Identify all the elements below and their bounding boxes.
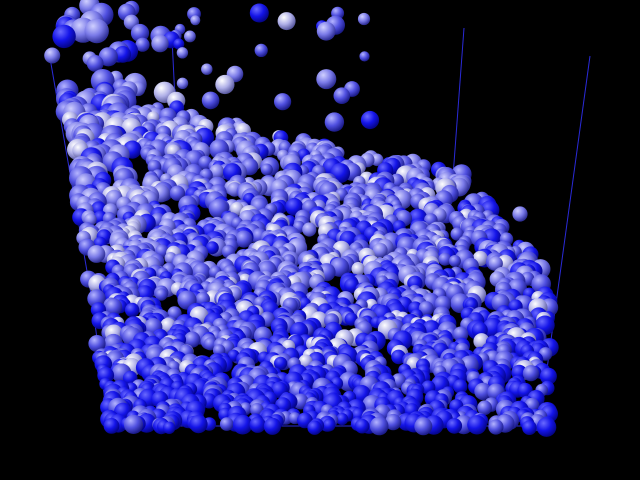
- particle: [274, 356, 288, 370]
- particle: [302, 222, 317, 237]
- container-edge-inner-right: [451, 27, 465, 191]
- particle: [84, 18, 109, 44]
- particle: [249, 3, 269, 23]
- particle: [539, 367, 557, 385]
- particle: [114, 46, 132, 63]
- particle: [277, 12, 296, 31]
- particle: [446, 418, 463, 434]
- particle: [44, 47, 61, 64]
- particle: [274, 93, 292, 111]
- particle: [333, 87, 351, 104]
- particle: [357, 12, 371, 26]
- particle: [512, 206, 528, 222]
- particle: [372, 242, 388, 258]
- particle: [201, 63, 213, 75]
- particle: [87, 245, 106, 263]
- particle: [438, 252, 452, 266]
- particle: [232, 414, 253, 435]
- particle: [135, 37, 150, 52]
- particle: [488, 256, 503, 271]
- particle: [209, 164, 225, 180]
- particle-cloud: [44, 0, 559, 437]
- particle: [344, 312, 358, 326]
- particle: [292, 393, 309, 410]
- particle: [351, 263, 365, 276]
- particle: [124, 302, 140, 318]
- particle: [169, 185, 186, 201]
- particle: [307, 420, 322, 435]
- particle: [215, 74, 235, 95]
- particle: [336, 413, 349, 426]
- particle: [173, 38, 185, 50]
- particle: [324, 112, 345, 132]
- particle: [522, 420, 537, 436]
- particle: [488, 419, 504, 435]
- particle: [189, 415, 208, 434]
- particle: [163, 421, 176, 434]
- particle: [86, 55, 104, 72]
- particle: [467, 415, 487, 435]
- particle: [155, 288, 168, 301]
- particle: [369, 416, 389, 436]
- particle: [453, 326, 469, 342]
- particle: [176, 77, 189, 90]
- particle: [104, 298, 123, 316]
- particle: [260, 163, 273, 176]
- particle: [359, 51, 370, 62]
- particle: [190, 15, 201, 26]
- particle: [205, 241, 219, 255]
- particle: [52, 24, 76, 49]
- particle: [184, 30, 196, 43]
- particle: [123, 414, 144, 434]
- particle: [184, 331, 201, 348]
- particle: [414, 417, 433, 436]
- particle: [354, 418, 370, 434]
- particle: [219, 417, 234, 431]
- particle: [151, 34, 169, 53]
- particle: [249, 416, 266, 433]
- particle: [254, 43, 268, 58]
- particle: [370, 153, 384, 167]
- particle: [344, 278, 359, 293]
- particle: [130, 23, 150, 43]
- particle: [536, 417, 557, 437]
- particle: [322, 418, 336, 432]
- particle: [316, 69, 337, 90]
- particle: [474, 382, 492, 401]
- particle: [448, 255, 461, 267]
- particle: [453, 379, 468, 394]
- particle: [103, 418, 120, 434]
- particle: [201, 91, 220, 110]
- particle: [235, 230, 253, 248]
- particle: [418, 301, 434, 317]
- particle: [176, 47, 189, 59]
- particle: [88, 335, 106, 353]
- particle: [98, 47, 118, 67]
- particle: [384, 413, 402, 431]
- particle: [450, 227, 464, 241]
- particle: [522, 365, 540, 382]
- particle: [203, 337, 217, 351]
- particle: [360, 110, 380, 130]
- particle: [477, 400, 492, 416]
- particle: [316, 21, 336, 41]
- particle: [263, 417, 281, 435]
